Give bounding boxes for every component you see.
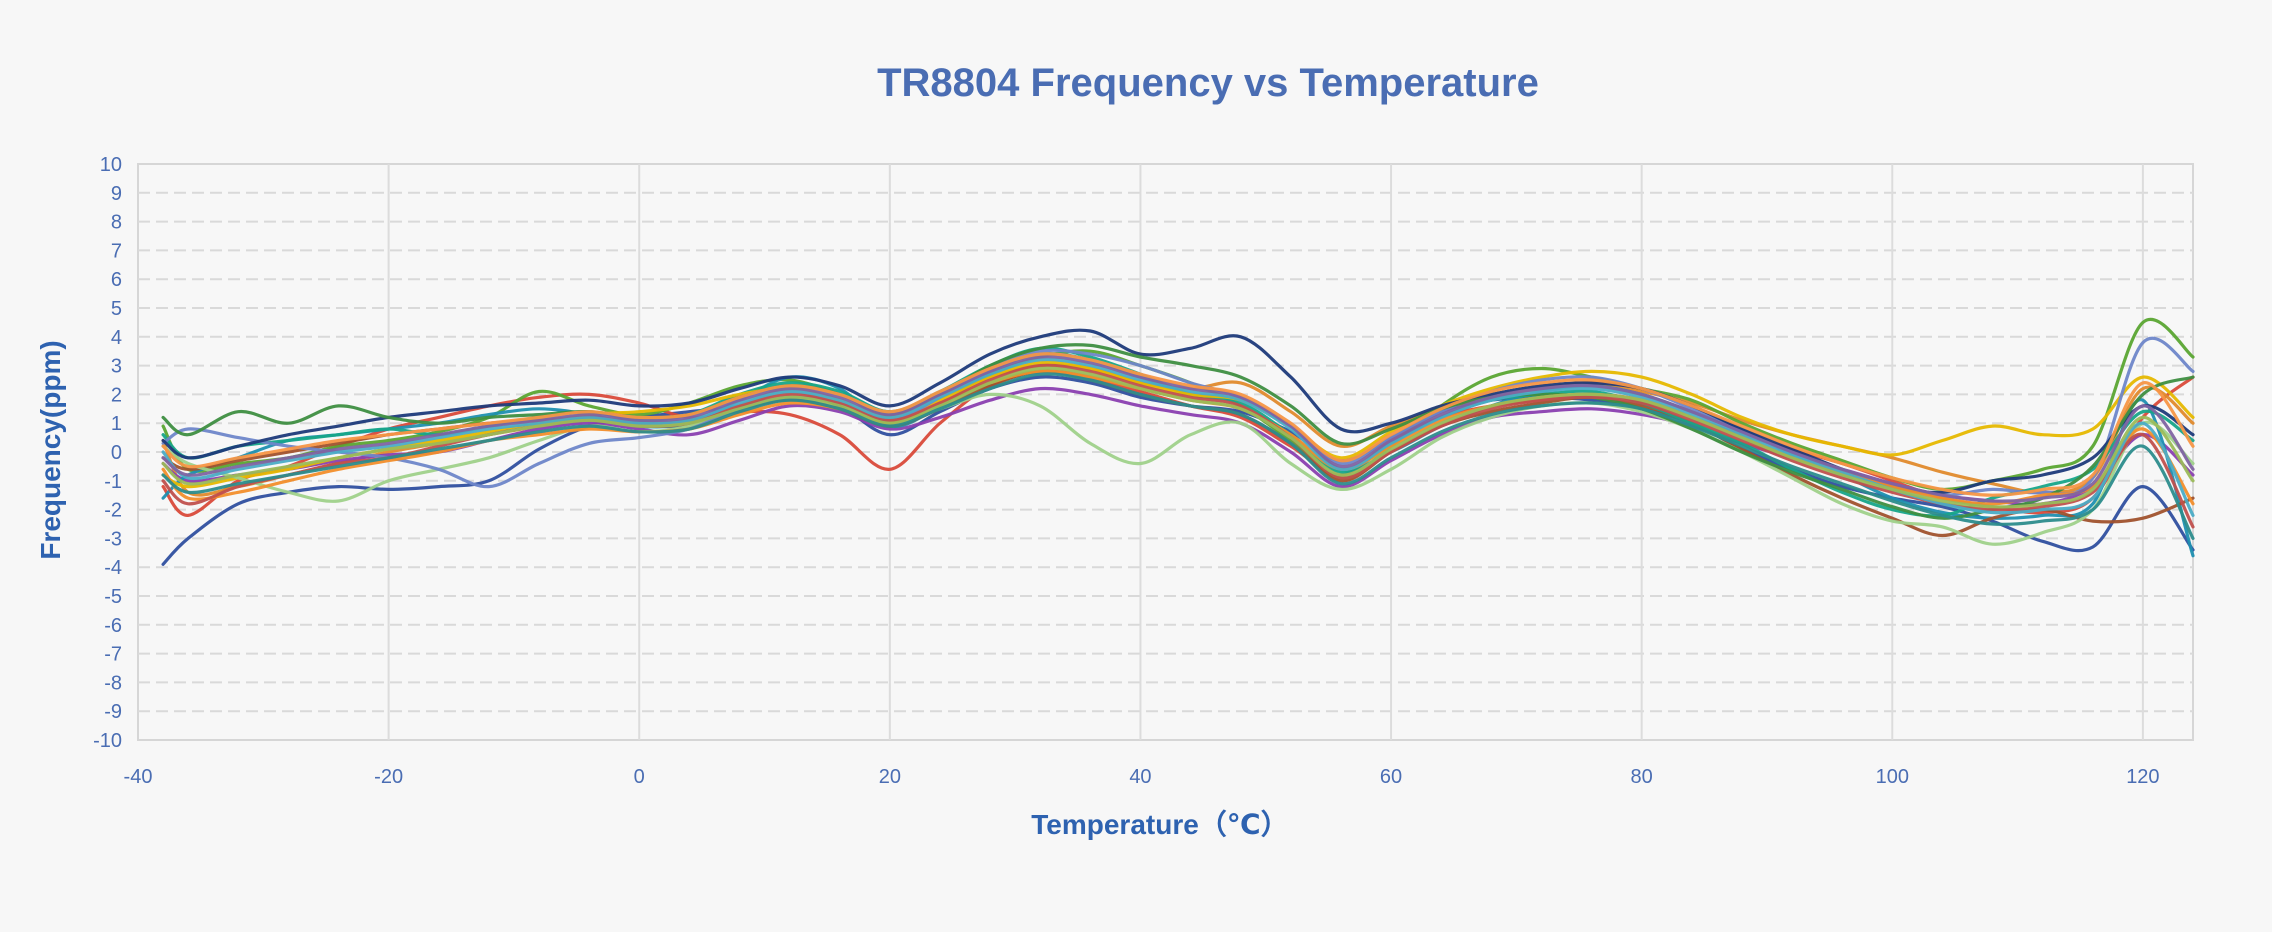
x-axis-label: Temperature（℃） [1031, 808, 1288, 840]
series-line-19 [161, 352, 2195, 497]
x-tick-label: 60 [1380, 766, 1402, 788]
y-tick-label: 3 [111, 356, 122, 378]
x-tick-label: 100 [1876, 766, 1909, 788]
y-tick-label: 0 [111, 442, 122, 464]
x-tick-label: 80 [1631, 766, 1653, 788]
y-tick-label: -6 [104, 615, 122, 637]
y-tick-label: -8 [104, 672, 122, 694]
y-tick-label: 1 [111, 413, 122, 435]
x-tick-label: -20 [374, 766, 403, 788]
y-tick-label: -9 [104, 701, 122, 723]
series-line-20 [161, 372, 2195, 540]
y-tick-label: -3 [104, 528, 122, 550]
x-tick-label: 120 [2126, 766, 2159, 788]
y-tick-label: 5 [111, 298, 122, 320]
x-tick-label: -40 [124, 766, 153, 788]
x-tick-label: 40 [1129, 766, 1151, 788]
y-tick-label: -1 [104, 471, 122, 493]
y-axis-label: Frequency(ppm) [35, 340, 66, 559]
y-tick-label: -2 [104, 500, 122, 522]
y-tick-label: 8 [111, 212, 122, 234]
y-tick-label: -5 [104, 586, 122, 608]
y-tick-label: 2 [111, 384, 122, 406]
y-tick-label: 7 [111, 240, 122, 262]
series-line-9 [161, 360, 2195, 489]
y-tick-label: -10 [93, 730, 122, 752]
series-line-13 [161, 343, 2195, 520]
chart-title: TR8804 Frequency vs Temperature [877, 61, 1539, 105]
y-tick-label: -7 [104, 644, 122, 666]
y-tick-label: 10 [100, 154, 122, 176]
series-line-17 [161, 366, 2195, 509]
series-line-10 [161, 389, 2195, 546]
y-tick-label: 4 [111, 327, 122, 349]
y-tick-label: 6 [111, 269, 122, 291]
series-group [161, 317, 2195, 566]
x-tick-label: 0 [634, 766, 645, 788]
x-tick-label: 20 [879, 766, 901, 788]
y-tick-label: -4 [104, 557, 122, 579]
series-line-18 [161, 355, 2195, 503]
y-tick-label: 9 [111, 183, 122, 205]
